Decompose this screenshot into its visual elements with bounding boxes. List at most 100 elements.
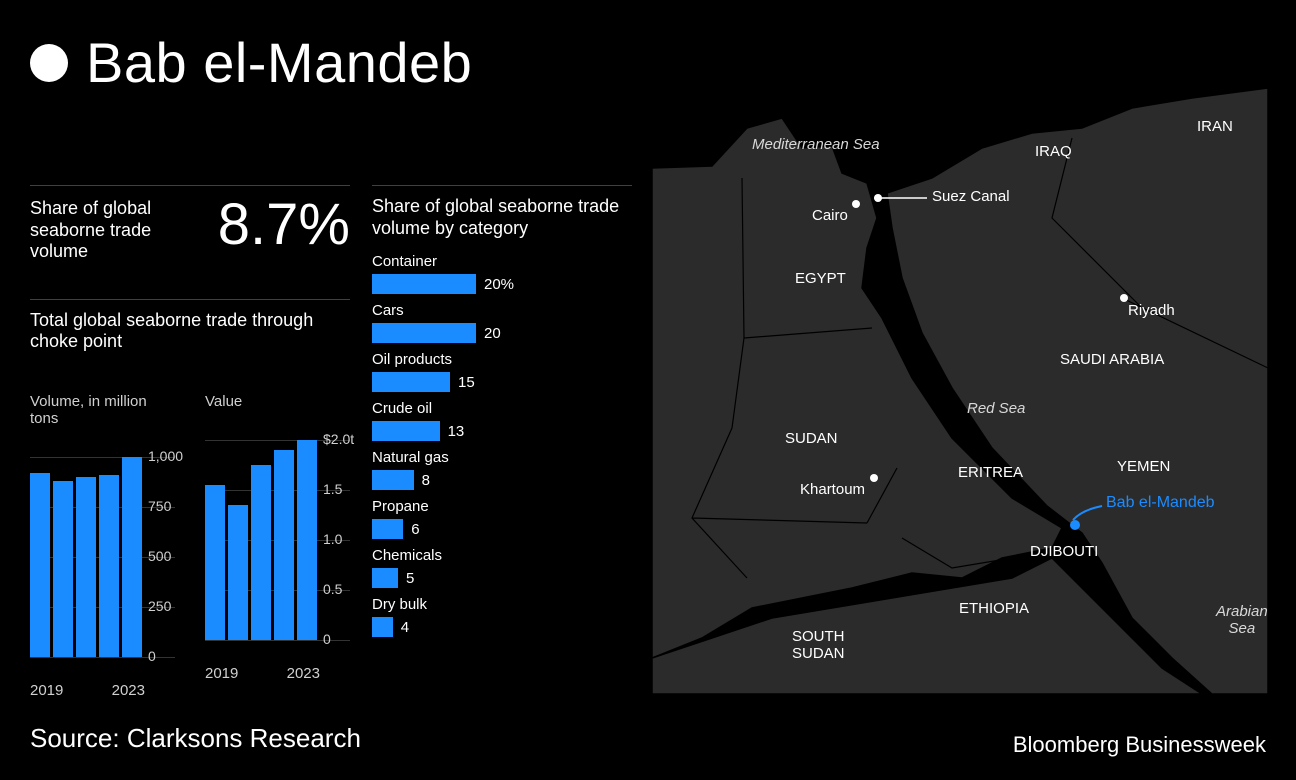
country-label: ETHIOPIA: [959, 600, 1029, 617]
category-column: Share of global seaborne trade volume by…: [372, 185, 632, 645]
category-bar-row: 20%: [372, 274, 632, 294]
bar: [99, 475, 119, 657]
category-label: Dry bulk: [372, 596, 632, 613]
category-bar-row: 8: [372, 470, 632, 490]
country-label: SOUTHSUDAN: [792, 628, 845, 662]
country-label: YEMEN: [1117, 458, 1170, 475]
left-column: Share of global seaborne trade volume 8.…: [30, 185, 350, 699]
water-label: Red Sea: [967, 400, 1025, 417]
bar: [274, 450, 294, 640]
value-chart-label: Value: [205, 393, 350, 410]
value-x-labels: 2019 2023: [205, 665, 320, 682]
water-label: ArabianSea: [1216, 603, 1268, 637]
category-value: 13: [448, 423, 465, 440]
highlight-dot-icon: [1070, 520, 1080, 530]
feature-dot-icon: [874, 194, 882, 202]
category-bar: [372, 617, 393, 637]
x-start: 2019: [30, 682, 63, 699]
share-label: Share of global seaborne trade volume: [30, 196, 170, 263]
category-bar: [372, 274, 476, 294]
category-value: 5: [406, 570, 414, 587]
category-label: Container: [372, 253, 632, 270]
country-label: IRAQ: [1035, 143, 1072, 160]
bar: [53, 481, 73, 657]
category-label: Oil products: [372, 351, 632, 368]
map-area: IRANIRAQEGYPTSAUDI ARABIASUDANERITREAYEM…: [652, 78, 1268, 694]
highlight-label: Bab el-Mandeb: [1106, 494, 1215, 512]
bar: [228, 505, 248, 640]
category-item: Cars 20: [372, 302, 632, 343]
choke-section: Total global seaborne trade through chok…: [30, 299, 350, 699]
category-label: Natural gas: [372, 449, 632, 466]
charts-row: Volume, in million tons 02505007501,000 …: [30, 393, 350, 699]
category-bar: [372, 568, 398, 588]
grid-label: 250: [148, 598, 171, 614]
title-dot-icon: [30, 44, 68, 82]
bar: [30, 473, 50, 657]
category-item: Oil products 15: [372, 351, 632, 392]
category-item: Crude oil 13: [372, 400, 632, 441]
share-block: Share of global seaborne trade volume 8.…: [30, 196, 350, 263]
volume-chart-area: 02505007501,000: [30, 457, 175, 672]
category-bar-row: 5: [372, 568, 632, 588]
city-label: Riyadh: [1128, 302, 1175, 319]
volume-chart-label: Volume, in million tons: [30, 393, 175, 427]
bars: [205, 440, 317, 640]
country-label: SUDAN: [785, 430, 838, 447]
category-bar: [372, 470, 414, 490]
water-label: Mediterranean Sea: [752, 136, 880, 153]
category-bar: [372, 323, 476, 343]
category-value: 6: [411, 521, 419, 538]
value-chart: Value 00.51.01.5$2.0t 2019 2023: [205, 393, 350, 699]
category-bar-row: 20: [372, 323, 632, 343]
divider: [372, 185, 632, 186]
category-bar: [372, 421, 440, 441]
volume-chart: Volume, in million tons 02505007501,000 …: [30, 393, 175, 699]
bar: [122, 457, 142, 657]
category-item: Propane 6: [372, 498, 632, 539]
city-dot-icon: [870, 474, 878, 482]
grid-label: 0: [148, 648, 156, 664]
category-value: 20: [484, 325, 501, 342]
bar: [205, 485, 225, 640]
country-label: SAUDI ARABIA: [1060, 351, 1164, 368]
category-item: Natural gas 8: [372, 449, 632, 490]
category-item: Container 20%: [372, 253, 632, 294]
category-value: 15: [458, 374, 475, 391]
category-bar-row: 6: [372, 519, 632, 539]
brand-bold: Bloomberg: [1013, 732, 1119, 757]
category-label: Cars: [372, 302, 632, 319]
choke-label: Total global seaborne trade through chok…: [30, 310, 350, 353]
grid-label: 0.5: [323, 581, 342, 597]
bars: [30, 457, 142, 657]
category-value: 4: [401, 619, 409, 636]
divider: [30, 299, 350, 300]
country-label: ERITREA: [958, 464, 1023, 481]
city-label: Khartoum: [800, 481, 865, 498]
grid-label: 1.0: [323, 531, 342, 547]
volume-x-labels: 2019 2023: [30, 682, 145, 699]
category-label: Crude oil: [372, 400, 632, 417]
page-title: Bab el-Mandeb: [86, 30, 472, 95]
city-dot-icon: [852, 200, 860, 208]
country-label: EGYPT: [795, 270, 846, 287]
x-start: 2019: [205, 665, 238, 682]
divider: [30, 185, 350, 186]
category-bar: [372, 519, 403, 539]
category-label: Propane: [372, 498, 632, 515]
category-header: Share of global seaborne trade volume by…: [372, 196, 632, 239]
x-end: 2023: [112, 682, 145, 699]
city-dot-icon: [1120, 294, 1128, 302]
city-label: Cairo: [812, 207, 848, 224]
feature-label: Suez Canal: [932, 188, 1010, 205]
category-chart: Container 20% Cars 20 Oil products 15 Crude oi…: [372, 253, 632, 637]
source-text: Source: Clarksons Research: [30, 723, 361, 754]
category-value: 20%: [484, 276, 514, 293]
country-label: DJIBOUTI: [1030, 543, 1098, 560]
category-bar-row: 4: [372, 617, 632, 637]
brand-text: Bloomberg Businessweek: [1013, 732, 1266, 758]
category-item: Chemicals5: [372, 547, 632, 588]
grid-label: 0: [323, 631, 331, 647]
grid-label: 1,000: [148, 448, 183, 464]
category-bar-row: 13: [372, 421, 632, 441]
